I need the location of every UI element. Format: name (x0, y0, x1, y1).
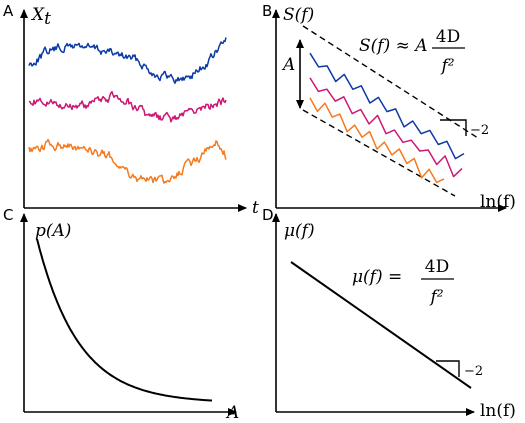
panel-b-letter: B (262, 2, 272, 20)
panel-d-letter: D (262, 206, 274, 224)
panel-c-ylabel: p(A) (35, 221, 71, 241)
panel-d-line (290, 261, 472, 389)
panel-b-xlabel: ln(f) (480, 192, 516, 212)
panel-d-ylabel: μ(f) (284, 221, 315, 241)
panel-d-slope-triangle (436, 360, 460, 377)
orange-spectrum (309, 97, 445, 184)
decay-curve (36, 238, 212, 402)
panel-b-slope-triangle (440, 119, 467, 136)
magenta-time-series (28, 90, 227, 123)
panel-d-xlabel: ln(f) (480, 401, 516, 421)
panel-a-ylabel: Xt (30, 5, 51, 29)
panel-c: C p(A) A (3, 206, 239, 423)
panel-a-letter: A (3, 2, 14, 20)
blue-time-series (28, 37, 227, 84)
panel-b-formula-numerator: 4D (436, 27, 460, 47)
magenta-spectrum (309, 77, 463, 178)
panel-a: A Xt t (3, 2, 259, 218)
panel-b-slope-label: −2 (470, 123, 489, 138)
panel-d-formula-lhs: μ(f) = (352, 267, 402, 287)
panel-b-formula-denominator: f² (439, 56, 454, 76)
panel-b-formula-lhs: S(f) ≈ A (359, 36, 428, 56)
lower-dashed-envelope (302, 109, 456, 197)
orange-time-series (28, 138, 227, 184)
panel-d-formula-numerator: 4D (425, 257, 449, 277)
panel-c-xlabel: A (225, 403, 239, 423)
panel-b-ylabel: S(f) (283, 5, 314, 25)
blue-spectrum (309, 52, 465, 160)
panel-d-formula-denominator: f² (428, 287, 443, 307)
panel-b: B S(f) ln(f) A S(f) ≈ A 4D f² −2 (262, 2, 516, 212)
panel-d: D μ(f) ln(f) μ(f) = 4D f² −2 (262, 206, 516, 421)
panel-a-xlabel: t (252, 198, 259, 218)
panel-c-letter: C (3, 206, 13, 224)
panel-d-slope-label: −2 (464, 364, 483, 379)
amplitude-label: A (281, 55, 295, 75)
